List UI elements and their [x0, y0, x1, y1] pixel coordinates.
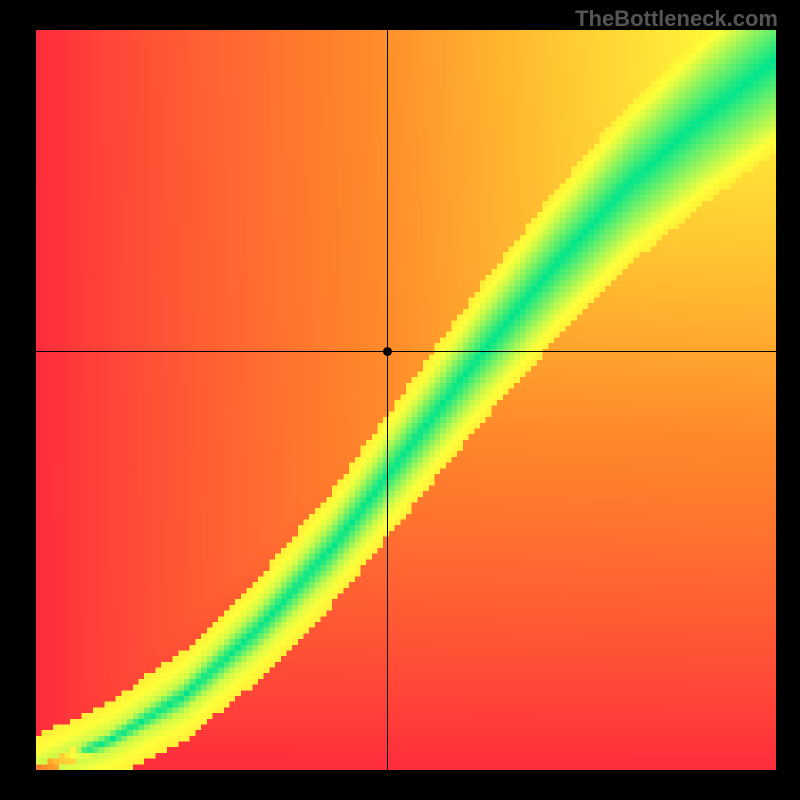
- plot-area: [36, 30, 776, 770]
- watermark-text: TheBottleneck.com: [575, 6, 778, 32]
- bottleneck-heatmap-canvas: [36, 30, 776, 770]
- crosshair-horizontal: [36, 351, 776, 352]
- chart-root: TheBottleneck.com: [0, 0, 800, 800]
- crosshair-vertical: [387, 30, 388, 770]
